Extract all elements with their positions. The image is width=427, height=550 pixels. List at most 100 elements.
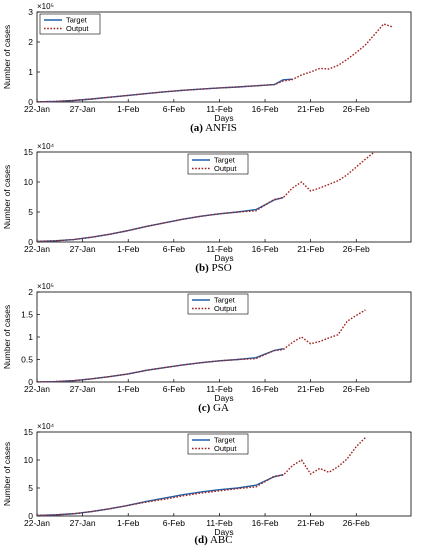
y-tick-label: 2 (28, 37, 33, 47)
x-tick-label: 22-Jan (24, 244, 50, 254)
caption-letter: (a) (190, 122, 203, 134)
x-axis-title: Days (214, 253, 233, 263)
y-axis-title: Number of cases (2, 442, 12, 506)
x-axis-title: Days (214, 527, 233, 537)
y-tick-label: 1.5 (21, 310, 33, 320)
caption-letter: (d) (194, 534, 208, 546)
chart-ga: 22-Jan 27-Jan 1-Feb 6-Feb 11-Feb 16-Feb 21-Feb… (2, 282, 412, 403)
panel-abc: 22-Jan 27-Jan 1-Feb 6-Feb 11-Feb 16-Feb 21-Feb… (0, 420, 427, 550)
x-tick-label: 1-Feb (117, 104, 139, 114)
y-tick-label: 0 (28, 237, 33, 247)
legend-label-target: Target (214, 436, 236, 445)
series-output-line (36, 437, 366, 517)
series-target-line (36, 196, 284, 243)
y-axis-title: Number of cases (2, 25, 12, 89)
y-axis-title: Number of cases (2, 165, 12, 229)
y-axis-title: Number of cases (2, 305, 12, 369)
chart-abc: 22-Jan 27-Jan 1-Feb 6-Feb 11-Feb 16-Feb 21-Feb… (2, 422, 412, 537)
x-tick-label: 11-Feb (206, 518, 233, 528)
x-tick-label: 21-Feb (297, 104, 324, 114)
caption-letter: (c) (198, 402, 211, 414)
caption-anfis: (a) ANFIS (0, 122, 427, 134)
x-tick-label: 16-Feb (252, 384, 279, 394)
x-tick-label: 21-Feb (297, 384, 324, 394)
x-tick-label: 26-Feb (343, 244, 370, 254)
panel-anfis: 22-Jan 27-Jan 1-Feb 6-Feb 11-Feb 16-Feb 21-Feb… (0, 0, 427, 136)
x-tick-label: 6-Feb (163, 104, 185, 114)
chart-anfis: 22-Jan 27-Jan 1-Feb 6-Feb 11-Feb 16-Feb 21-Feb… (2, 2, 412, 123)
x-tick-label: 27-Jan (70, 518, 96, 528)
legend-label-target: Target (214, 296, 236, 305)
x-tick-label: 26-Feb (343, 384, 370, 394)
x-tick-label: 21-Feb (297, 244, 324, 254)
series-output-line (36, 151, 375, 243)
x-tick-label: 1-Feb (117, 518, 139, 528)
x-tick-label: 27-Jan (70, 384, 96, 394)
x-tick-label: 11-Feb (206, 244, 233, 254)
y-tick-label: 15 (24, 147, 34, 157)
y-tick-label: 10 (24, 455, 34, 465)
y-tick-label: 1 (28, 67, 33, 77)
x-tick-label: 16-Feb (252, 104, 279, 114)
series-target-line (36, 348, 284, 383)
legend-label-target: Target (66, 16, 88, 25)
x-tick-label: 22-Jan (24, 518, 50, 528)
caption-pso: (b) PSO (0, 262, 427, 274)
plot-frame (36, 431, 412, 517)
chart-pso: 22-Jan 27-Jan 1-Feb 6-Feb 11-Feb 16-Feb 21-Feb… (2, 142, 412, 263)
x-tick-label: 26-Feb (343, 518, 370, 528)
panel-ga: 22-Jan 27-Jan 1-Feb 6-Feb 11-Feb 16-Feb 21-Feb… (0, 280, 427, 416)
panel-pso: 22-Jan 27-Jan 1-Feb 6-Feb 11-Feb 16-Feb 21-Feb… (0, 140, 427, 276)
y-tick-label: 15 (24, 427, 34, 437)
x-tick-label: 11-Feb (206, 384, 233, 394)
x-tick-label: 16-Feb (252, 518, 279, 528)
caption-text: GA (213, 402, 229, 414)
x-tick-label: 26-Feb (343, 104, 370, 114)
caption-text: ABC (209, 534, 233, 546)
caption-abc: (d) ABC (0, 534, 427, 546)
y-tick-label: 2 (28, 287, 33, 297)
caption-ga: (c) GA (0, 402, 427, 414)
legend-label-output: Output (214, 444, 237, 453)
y-tick-label: 1 (28, 332, 33, 342)
y-tick-label: 0 (28, 511, 33, 521)
y-tick-label: 5 (28, 483, 33, 493)
plot-frame (36, 151, 412, 243)
series-target-line (36, 473, 284, 517)
exponent-label: ×10⁴ (37, 422, 55, 431)
caption-letter: (b) (195, 262, 209, 274)
y-tick-label: 0 (28, 97, 33, 107)
x-tick-label: 22-Jan (24, 104, 50, 114)
series-output-line (36, 309, 366, 383)
x-tick-label: 1-Feb (117, 244, 139, 254)
exponent-label: ×10⁵ (37, 282, 54, 291)
legend-label-output: Output (214, 304, 237, 313)
caption-text: ANFIS (205, 122, 237, 134)
legend-label-target: Target (214, 156, 236, 165)
x-tick-label: 16-Feb (252, 244, 279, 254)
x-tick-label: 6-Feb (163, 244, 185, 254)
series-target-line (36, 78, 293, 103)
series-output-line (36, 23, 393, 103)
x-tick-label: 6-Feb (163, 518, 185, 528)
y-tick-label: 5 (28, 207, 33, 217)
y-tick-label: 3 (28, 7, 33, 17)
exponent-label: ×10⁴ (37, 142, 55, 151)
x-tick-label: 27-Jan (70, 104, 96, 114)
x-tick-label: 22-Jan (24, 384, 50, 394)
y-tick-label: 0 (28, 377, 33, 387)
legend-label-output: Output (66, 24, 89, 33)
y-tick-label: 0.5 (21, 355, 33, 365)
legend-label-output: Output (214, 164, 237, 173)
x-tick-label: 21-Feb (297, 518, 324, 528)
x-tick-label: 1-Feb (117, 384, 139, 394)
exponent-label: ×10⁵ (37, 2, 54, 11)
x-tick-label: 27-Jan (70, 244, 96, 254)
x-tick-label: 6-Feb (163, 384, 185, 394)
x-axis-title: Days (214, 113, 233, 123)
y-tick-label: 10 (24, 177, 34, 187)
caption-text: PSO (211, 262, 232, 274)
x-axis-title: Days (214, 393, 233, 403)
x-tick-label: 11-Feb (206, 104, 233, 114)
